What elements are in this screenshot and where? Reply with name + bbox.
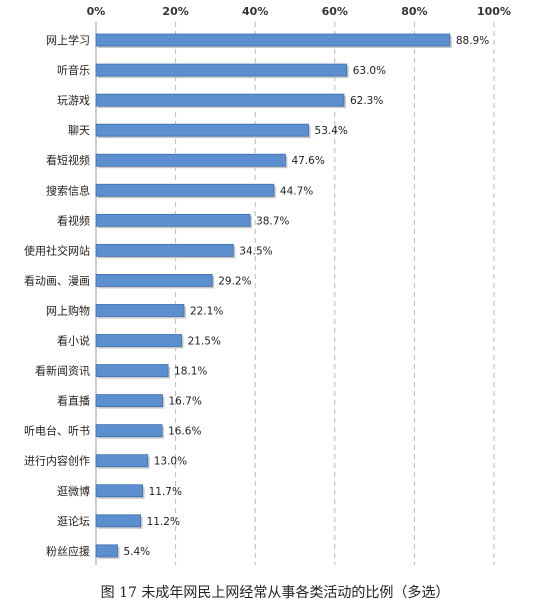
data-label: 16.7% xyxy=(168,396,201,408)
category-label: 粉丝应援 xyxy=(46,544,90,558)
bar xyxy=(95,183,275,197)
category-label: 看视频 xyxy=(57,213,90,227)
category-labels: 网上学习听音乐玩游戏聊天看短视频搜索信息看视频使用社交网站看动画、漫画网上购物看… xyxy=(24,33,90,558)
bar xyxy=(95,364,169,377)
category-label: 听音乐 xyxy=(57,63,90,77)
category-label: 逛论坛 xyxy=(57,514,90,528)
category-label: 搜索信息 xyxy=(46,183,90,197)
figure-caption: 图 17 未成年网民上网经常从事各类活动的比例（多选） xyxy=(100,585,450,601)
x-tick-label: 20% xyxy=(162,5,188,18)
data-label: 53.4% xyxy=(315,125,348,137)
bar xyxy=(95,63,348,77)
bar xyxy=(95,544,118,558)
category-label: 看短视频 xyxy=(46,153,90,167)
bar xyxy=(95,153,286,167)
bar xyxy=(95,394,163,408)
x-tick-label: 100% xyxy=(477,5,511,18)
chart-area: 0% 20% 40% 60% 80% 100% 网上学习听音乐玩游戏聊天看短视频搜索信息看… xyxy=(24,5,511,565)
data-label: 44.7% xyxy=(280,185,313,197)
bar xyxy=(95,454,149,468)
bar xyxy=(95,213,251,227)
data-label: 21.5% xyxy=(188,336,221,348)
bar xyxy=(95,33,451,47)
bar xyxy=(95,243,234,257)
value-labels: 88.9% 63.0% 62.3% 53.4% 47.6% 44.7% 38.7% 34.5%… xyxy=(123,35,489,558)
bar xyxy=(95,424,163,438)
grid-lines xyxy=(175,22,495,565)
category-label: 逛微博 xyxy=(57,484,90,498)
data-label: 11.2% xyxy=(147,516,180,528)
bar xyxy=(95,304,185,317)
bar xyxy=(95,514,141,528)
category-label: 听电台、听书 xyxy=(24,424,90,438)
bar xyxy=(95,273,213,287)
data-label: 38.7% xyxy=(256,215,289,227)
x-tick-label: 0% xyxy=(87,5,106,18)
data-label: 88.9% xyxy=(456,35,489,47)
bar xyxy=(95,123,309,137)
category-label: 聊天 xyxy=(68,123,90,137)
bar xyxy=(95,93,345,107)
x-axis-ticks: 0% 20% 40% 60% 80% 100% xyxy=(87,5,511,18)
bars xyxy=(95,33,452,559)
bar-chart: 0% 20% 40% 60% 80% 100% 网上学习听音乐玩游戏聊天看短视频搜索信息看… xyxy=(24,5,511,565)
category-label: 看直播 xyxy=(57,394,90,408)
data-label: 47.6% xyxy=(291,155,324,167)
category-label: 网上学习 xyxy=(46,33,90,47)
data-label: 16.6% xyxy=(168,426,201,438)
data-label: 11.7% xyxy=(149,486,182,498)
data-label: 5.4% xyxy=(123,546,150,558)
data-label: 18.1% xyxy=(174,366,207,378)
bar xyxy=(95,334,182,347)
data-label: 62.3% xyxy=(350,95,383,107)
category-label: 进行内容创作 xyxy=(24,454,90,468)
category-label: 网上购物 xyxy=(46,303,90,317)
x-tick-label: 40% xyxy=(242,5,268,18)
x-tick-label: 80% xyxy=(401,5,427,18)
category-label: 使用社交网站 xyxy=(24,243,90,257)
category-label: 看动画、漫画 xyxy=(24,273,90,287)
data-label: 63.0% xyxy=(353,65,386,77)
x-tick-label: 60% xyxy=(322,5,348,18)
bar xyxy=(95,484,143,498)
data-label: 22.1% xyxy=(190,305,223,317)
category-label: 看小说 xyxy=(57,334,90,348)
data-label: 29.2% xyxy=(218,275,251,287)
data-label: 34.5% xyxy=(239,245,272,257)
data-label: 13.0% xyxy=(154,456,187,468)
category-label: 看新闻资讯 xyxy=(35,364,90,378)
category-label: 玩游戏 xyxy=(57,94,90,107)
